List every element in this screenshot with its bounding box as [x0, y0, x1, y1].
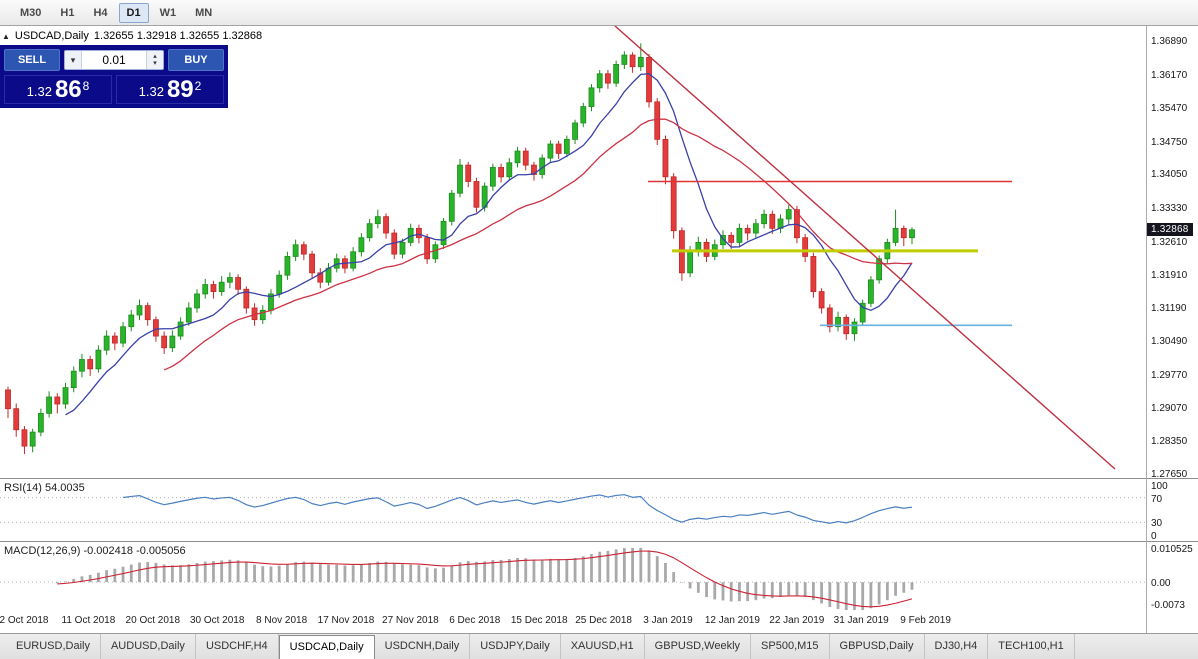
- sell-price-pip: 8: [82, 79, 90, 93]
- price-scale-label: 1.28350: [1151, 436, 1188, 448]
- date-label: 11 Oct 2018: [61, 615, 116, 626]
- macd-indicator-chart[interactable]: [0, 542, 1146, 610]
- chart-workspace: 1.36890 1.36170 1.35470 1.34750 1.34050 1.333…: [0, 26, 1198, 633]
- date-label: 2 Oct 2018: [0, 615, 49, 626]
- volume-up-button[interactable]: ▴ ▾: [146, 51, 163, 69]
- date-label: 17 Nov 2018: [317, 615, 375, 626]
- rsi-indicator-chart[interactable]: [0, 479, 1146, 541]
- timeframe-button-h4[interactable]: H4: [85, 3, 115, 23]
- buy-button[interactable]: BUY: [168, 49, 224, 71]
- price-scale-label: 1.35470: [1151, 102, 1188, 114]
- tab-usdchf-h4[interactable]: USDCHF,H4: [196, 634, 279, 659]
- macd-scale-label: -0.0073: [1151, 600, 1185, 611]
- buy-price[interactable]: 1.32 89 2: [116, 75, 224, 104]
- price-scale-label: 1.33330: [1151, 203, 1188, 215]
- chart-title: ▲ USDCAD,Daily 1.32655 1.32918 1.32655 1…: [0, 26, 262, 45]
- date-label: 15 Dec 2018: [510, 615, 568, 626]
- date-label: 27 Nov 2018: [382, 615, 439, 626]
- rsi-label: RSI(14) 54.0035: [4, 482, 85, 494]
- sell-button[interactable]: SELL: [4, 49, 60, 71]
- tab-usdcnh-daily[interactable]: USDCNH,Daily: [375, 634, 471, 659]
- price-scale-label: 1.29770: [1151, 369, 1188, 381]
- date-label: 3 Jan 2019: [643, 615, 693, 626]
- macd-scale-label: 0.010525: [1151, 544, 1193, 555]
- tab-eurusd-daily[interactable]: EURUSD,Daily: [6, 634, 101, 659]
- timeframe-toolbar: M30 H1 H4 D1 W1 MN: [0, 0, 1198, 26]
- timeframe-button-m30[interactable]: M30: [12, 3, 49, 23]
- sell-price-prefix: 1.32: [26, 84, 52, 99]
- sell-price-big: 86: [54, 76, 82, 103]
- volume-value[interactable]: 0.01: [102, 53, 126, 67]
- price-scale-label: 1.29070: [1151, 402, 1188, 414]
- tab-usdjpy-daily[interactable]: USDJPY,Daily: [470, 634, 561, 659]
- tab-xauusd-h1[interactable]: XAUUSD,H1: [561, 634, 645, 659]
- sell-price[interactable]: 1.32 86 8: [4, 75, 112, 104]
- buy-price-big: 89: [166, 76, 194, 103]
- volume-down-button[interactable]: ▾: [65, 51, 82, 69]
- collapse-icon[interactable]: ▲: [2, 31, 10, 41]
- price-scale-label: 1.31910: [1151, 269, 1188, 281]
- one-click-trading-panel: SELL ▾ 0.01 ▴ ▾ BUY 1.32 86 8: [0, 45, 228, 108]
- volume-up-icon: ▴: [153, 53, 157, 60]
- date-label: 8 Nov 2018: [256, 615, 308, 626]
- tab-tech100-h1[interactable]: TECH100,H1: [988, 634, 1075, 659]
- date-label: 6 Dec 2018: [449, 615, 501, 626]
- rsi-scale-label: 70: [1151, 493, 1163, 505]
- rsi-scale-label: 100: [1151, 481, 1168, 492]
- chart-ohlc-values: 1.32655 1.32918 1.32655 1.32868: [93, 30, 263, 42]
- date-label: 12 Jan 2019: [704, 615, 760, 626]
- timeframe-button-h1[interactable]: H1: [52, 3, 82, 23]
- price-chart[interactable]: [0, 26, 1146, 478]
- date-label: 30 Oct 2018: [189, 615, 245, 626]
- tab-dj30-h4[interactable]: DJ30,H4: [925, 634, 989, 659]
- price-scale-label: 1.27650: [1151, 469, 1188, 481]
- timeframe-button-d1[interactable]: D1: [118, 2, 149, 23]
- price-scale-label: 1.30490: [1151, 336, 1188, 348]
- price-scale-label: 1.36170: [1151, 70, 1188, 82]
- timeframe-button-mn[interactable]: MN: [187, 3, 220, 23]
- trade-widget: ▲ USDCAD,Daily 1.32655 1.32918 1.32655 1…: [0, 26, 262, 108]
- timeframe-button-w1[interactable]: W1: [152, 3, 185, 23]
- date-label: 20 Oct 2018: [125, 615, 181, 626]
- buy-price-prefix: 1.32: [138, 84, 164, 99]
- date-label: 22 Jan 2019: [769, 615, 825, 626]
- date-label: 25 Dec 2018: [575, 615, 632, 626]
- tab-audusd-daily[interactable]: AUDUSD,Daily: [101, 634, 196, 659]
- macd-scale-label: 0.00: [1151, 578, 1171, 590]
- date-label: 31 Jan 2019: [833, 615, 889, 626]
- panel-separator[interactable]: [0, 478, 1198, 479]
- volume-down-icon: ▾: [153, 60, 157, 67]
- date-label: 9 Feb 2019: [900, 615, 951, 626]
- price-scale-label: 1.32610: [1151, 236, 1188, 248]
- panel-separator[interactable]: [0, 541, 1198, 542]
- symbol-tab-bar: EURUSD,Daily AUDUSD,Daily USDCHF,H4 USDCAD,…: [0, 633, 1198, 659]
- buy-price-pip: 2: [194, 79, 202, 93]
- tab-gbpusd-weekly[interactable]: GBPUSD,Weekly: [645, 634, 752, 659]
- tab-gbpusd-daily[interactable]: GBPUSD,Daily: [830, 634, 925, 659]
- price-scale-border: [1146, 26, 1147, 633]
- macd-label: MACD(12,26,9) -0.002418 -0.005056: [4, 545, 186, 557]
- tab-sp500-m15[interactable]: SP500,M15: [751, 634, 830, 659]
- volume-stepper[interactable]: ▾ 0.01 ▴ ▾: [64, 50, 164, 70]
- tab-usdcad-daily[interactable]: USDCAD,Daily: [278, 635, 375, 659]
- price-scale-label: 1.31190: [1151, 303, 1187, 315]
- price-scale-label: 1.36890: [1151, 36, 1188, 48]
- rsi-scale-label: 0: [1151, 531, 1157, 542]
- current-price-badge: 1.32868: [1147, 222, 1193, 236]
- price-scale-label: 1.34750: [1151, 136, 1188, 148]
- price-scale-label: 1.34050: [1151, 169, 1188, 181]
- rsi-scale-label: 30: [1151, 518, 1163, 530]
- chart-symbol-period: USDCAD,Daily: [14, 30, 89, 42]
